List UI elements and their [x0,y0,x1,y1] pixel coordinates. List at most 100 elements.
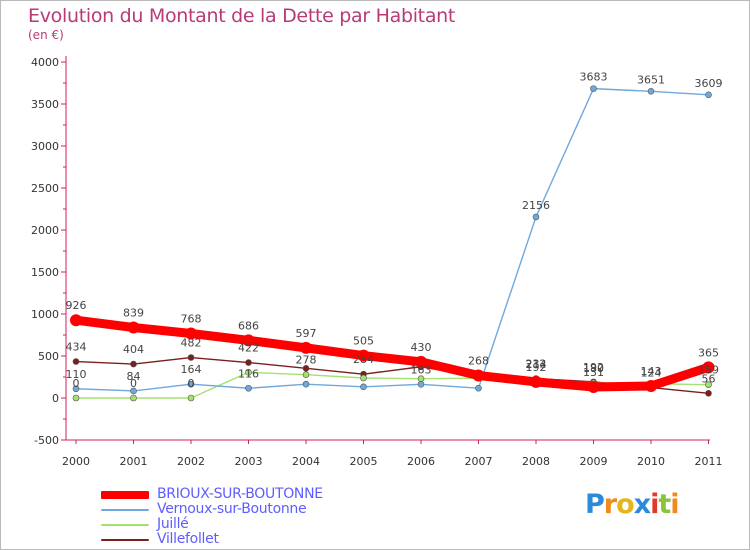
series-point-2 [532,213,540,221]
y-tick-label: 500 [38,350,59,363]
series-point-2 [417,381,425,388]
data-label: 163 [411,363,432,376]
series-point-2 [187,380,195,388]
logo-letter: i [650,489,659,520]
x-tick-label: 2001 [120,455,148,468]
legend-label: Villefollet [157,531,219,547]
data-label: 268 [468,354,489,367]
series-point-2 [475,384,482,392]
data-label: 214 [526,358,547,371]
series-point-4 [187,354,195,361]
series-point-1 [127,321,140,334]
series-point-4 [302,365,310,372]
y-tick-label: 1000 [31,308,59,321]
data-label: 2156 [522,199,550,212]
series-point-2 [302,380,310,388]
series-point-2 [647,88,655,95]
x-tick-label: 2005 [350,455,378,468]
series-point-2 [360,383,367,391]
data-label: 192 [583,361,604,374]
y-tick-label: 2500 [31,182,59,195]
series-point-1 [300,341,312,354]
series-point-3 [72,394,80,402]
x-tick-label: 2009 [580,455,608,468]
series-point-1 [70,314,82,327]
series-line-2 [75,87,710,392]
data-label: 597 [296,327,317,340]
legend-swatch [101,539,149,541]
data-label: 164 [181,363,202,376]
series-point-4 [245,359,252,366]
x-tick-label: 2007 [465,455,493,468]
x-tick-label: 2006 [407,455,435,468]
series-point-1 [587,380,600,393]
data-label: 0 [188,377,195,390]
data-label: 3651 [637,73,665,86]
data-label: 365 [698,346,719,359]
legend-swatch [101,491,149,499]
data-label: 192 [526,361,547,374]
x-tick-label: 2010 [637,455,665,468]
series-point-3 [417,375,425,382]
series-point-2 [590,85,597,92]
data-label: 422 [238,342,259,355]
y-tick-label: -500 [34,434,59,447]
y-tick-label: 3500 [31,98,59,111]
series-point-2 [72,385,80,393]
data-label: 404 [123,343,144,356]
data-label: 505 [353,335,374,348]
x-tick-label: 2000 [62,455,90,468]
series-point-4 [705,389,712,397]
y-tick-label: 4000 [31,56,59,69]
logo-letter: P [585,489,605,520]
series-line-1 [71,315,713,392]
proxiti-logo: Proxiti [585,489,680,520]
y-tick-label: 2000 [31,224,59,237]
series-point-3 [360,374,367,382]
data-label: 232 [526,358,547,371]
data-label: 84 [127,370,141,383]
series-point-3 [705,381,712,388]
data-label: 839 [123,307,144,320]
y-tick-label: 0 [52,392,59,405]
x-tick-label: 2002 [177,455,205,468]
logo-letter: o [616,489,635,520]
legend-label: Vernoux-sur-Boutonne [157,501,307,517]
data-label: 434 [66,341,87,354]
series-point-1 [185,327,197,340]
logo-letter: i [670,489,679,520]
legend-swatch [101,524,149,526]
x-tick-label: 2011 [695,455,723,468]
data-label: 284 [353,353,374,366]
series-point-3 [187,394,195,402]
series-point-3 [302,371,310,378]
data-label: 143 [641,365,662,378]
x-tick-label: 2004 [292,455,320,468]
legend-swatch [101,509,149,511]
data-label: 3609 [695,77,723,90]
logo-letter: t [658,489,671,520]
series-point-2 [130,387,137,395]
logo-letter: r [603,489,617,520]
data-label: 180 [583,362,604,375]
series-point-1 [530,375,542,388]
data-label: 430 [411,341,432,354]
data-label: 56 [702,372,716,385]
legend-label: Juillé [157,516,189,532]
series-point-1 [472,369,485,382]
chart-subtitle: (en €) [28,28,64,42]
data-label: 686 [238,319,259,332]
y-tick-label: 1500 [31,266,59,279]
series-point-2 [245,384,252,392]
data-label: 0 [73,377,80,390]
data-label: 278 [296,354,317,367]
legend-label: BRIOUX-SUR-BOUTONNE [157,486,323,502]
chart-title: Evolution du Montant de la Dette par Hab… [28,5,456,27]
y-tick-label: 3000 [31,140,59,153]
series-point-2 [705,91,712,99]
x-tick-label: 2003 [235,455,263,468]
series-point-1 [357,349,370,362]
data-label: 159 [698,364,719,377]
